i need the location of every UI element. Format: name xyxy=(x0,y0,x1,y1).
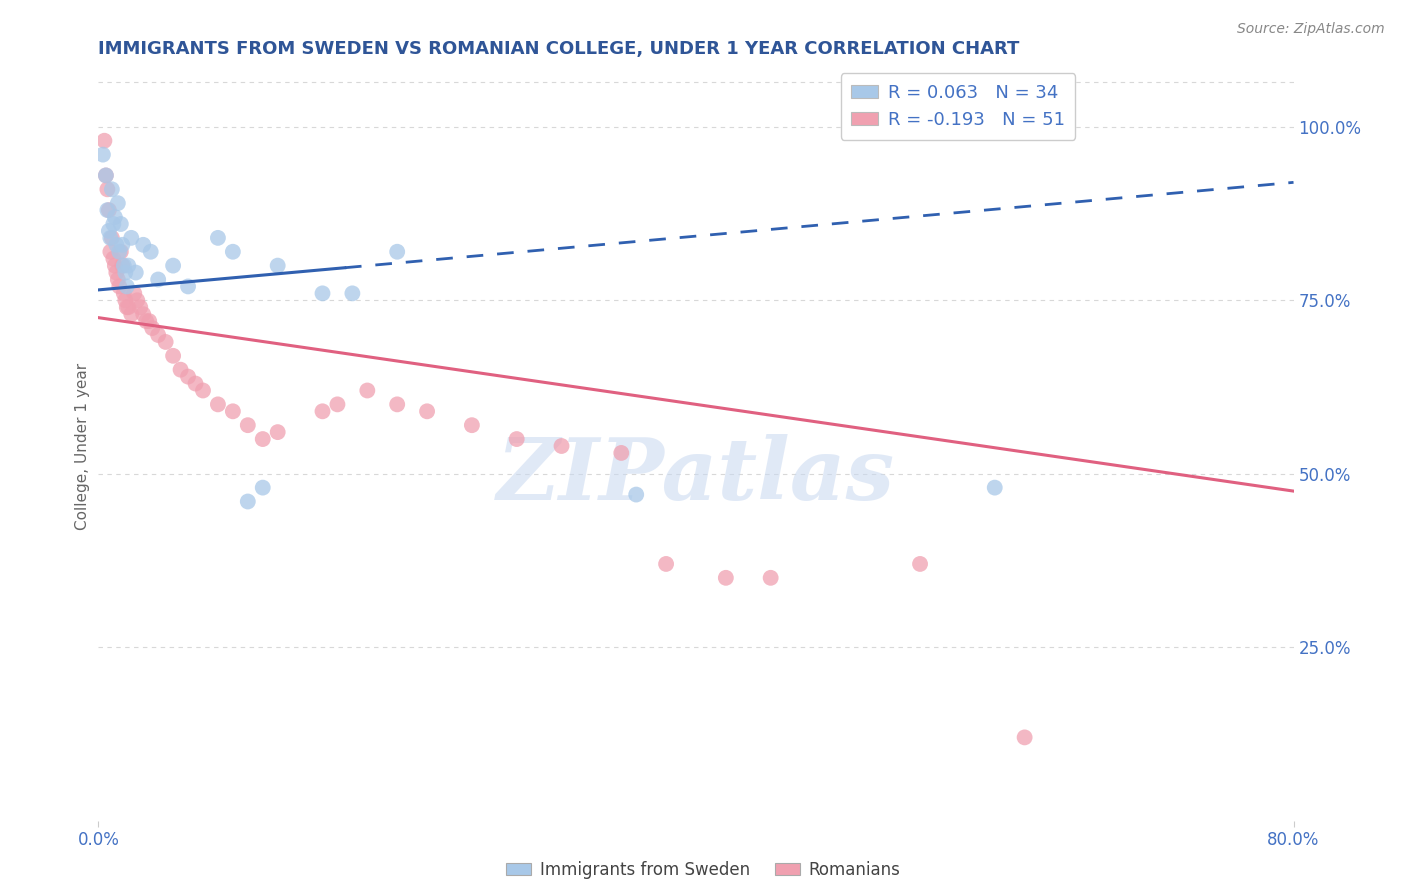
Point xyxy=(107,196,129,211)
Point xyxy=(461,418,484,433)
Point xyxy=(105,266,128,280)
Point xyxy=(101,231,124,245)
Point xyxy=(111,259,134,273)
Y-axis label: College, Under 1 year: College, Under 1 year xyxy=(75,362,90,530)
Point xyxy=(984,481,1007,495)
Text: IMMIGRANTS FROM SWEDEN VS ROMANIAN COLLEGE, UNDER 1 YEAR CORRELATION CHART: IMMIGRANTS FROM SWEDEN VS ROMANIAN COLLE… xyxy=(98,40,1019,58)
Point xyxy=(236,494,259,508)
Point xyxy=(626,487,648,501)
Legend: Immigrants from Sweden, Romanians: Immigrants from Sweden, Romanians xyxy=(499,854,907,886)
Point xyxy=(96,203,118,218)
Point xyxy=(191,384,214,398)
Point xyxy=(169,362,191,376)
Point xyxy=(129,300,152,314)
Point xyxy=(120,231,142,245)
Point xyxy=(714,571,737,585)
Point xyxy=(103,252,125,266)
Point xyxy=(311,404,333,418)
Point xyxy=(127,293,149,308)
Point xyxy=(135,314,157,328)
Point xyxy=(177,369,200,384)
Point xyxy=(148,328,170,343)
Point xyxy=(222,244,245,259)
Point xyxy=(207,397,229,411)
Point xyxy=(162,259,184,273)
Point xyxy=(94,169,117,183)
Point xyxy=(98,244,122,259)
Point xyxy=(177,279,200,293)
Point xyxy=(655,557,678,571)
Point xyxy=(94,169,117,183)
Point xyxy=(141,321,163,335)
Point xyxy=(117,300,139,314)
Point xyxy=(184,376,207,391)
Point xyxy=(138,314,160,328)
Point xyxy=(98,231,122,245)
Point xyxy=(105,237,128,252)
Point xyxy=(610,446,633,460)
Point xyxy=(93,134,115,148)
Point xyxy=(91,147,114,161)
Point xyxy=(236,418,259,433)
Point xyxy=(104,259,127,273)
Point xyxy=(207,231,229,245)
Point xyxy=(114,293,136,308)
Point xyxy=(155,334,177,349)
Point xyxy=(101,182,124,196)
Point xyxy=(1014,731,1036,745)
Point xyxy=(97,224,120,238)
Point xyxy=(115,279,138,293)
Point xyxy=(110,244,132,259)
Text: Source: ZipAtlas.com: Source: ZipAtlas.com xyxy=(1237,22,1385,37)
Point xyxy=(112,259,135,273)
Point xyxy=(148,272,170,286)
Point xyxy=(108,279,131,293)
Point xyxy=(96,182,118,196)
Point xyxy=(125,266,148,280)
Point xyxy=(222,404,245,418)
Point xyxy=(111,237,134,252)
Point xyxy=(112,286,135,301)
Point xyxy=(110,217,132,231)
Point xyxy=(120,307,142,321)
Point xyxy=(267,425,290,439)
Point xyxy=(342,286,364,301)
Point xyxy=(252,432,274,446)
Point xyxy=(107,272,129,286)
Point xyxy=(132,237,155,252)
Point xyxy=(506,432,529,446)
Point xyxy=(759,571,782,585)
Point xyxy=(311,286,333,301)
Point xyxy=(385,397,409,411)
Point xyxy=(124,286,146,301)
Point xyxy=(252,481,274,495)
Point xyxy=(139,244,162,259)
Point xyxy=(108,244,131,259)
Point xyxy=(104,210,127,224)
Point xyxy=(132,307,155,321)
Point xyxy=(114,266,136,280)
Point xyxy=(356,384,378,398)
Point xyxy=(117,259,139,273)
Point xyxy=(162,349,184,363)
Point xyxy=(326,397,349,411)
Point xyxy=(908,557,931,571)
Point xyxy=(385,244,409,259)
Text: ZIPatlas: ZIPatlas xyxy=(496,434,896,517)
Point xyxy=(103,217,125,231)
Point xyxy=(267,259,290,273)
Point xyxy=(115,300,138,314)
Point xyxy=(416,404,439,418)
Point xyxy=(550,439,572,453)
Point xyxy=(97,203,120,218)
Legend: R = 0.063   N = 34, R = -0.193   N = 51: R = 0.063 N = 34, R = -0.193 N = 51 xyxy=(841,73,1076,139)
